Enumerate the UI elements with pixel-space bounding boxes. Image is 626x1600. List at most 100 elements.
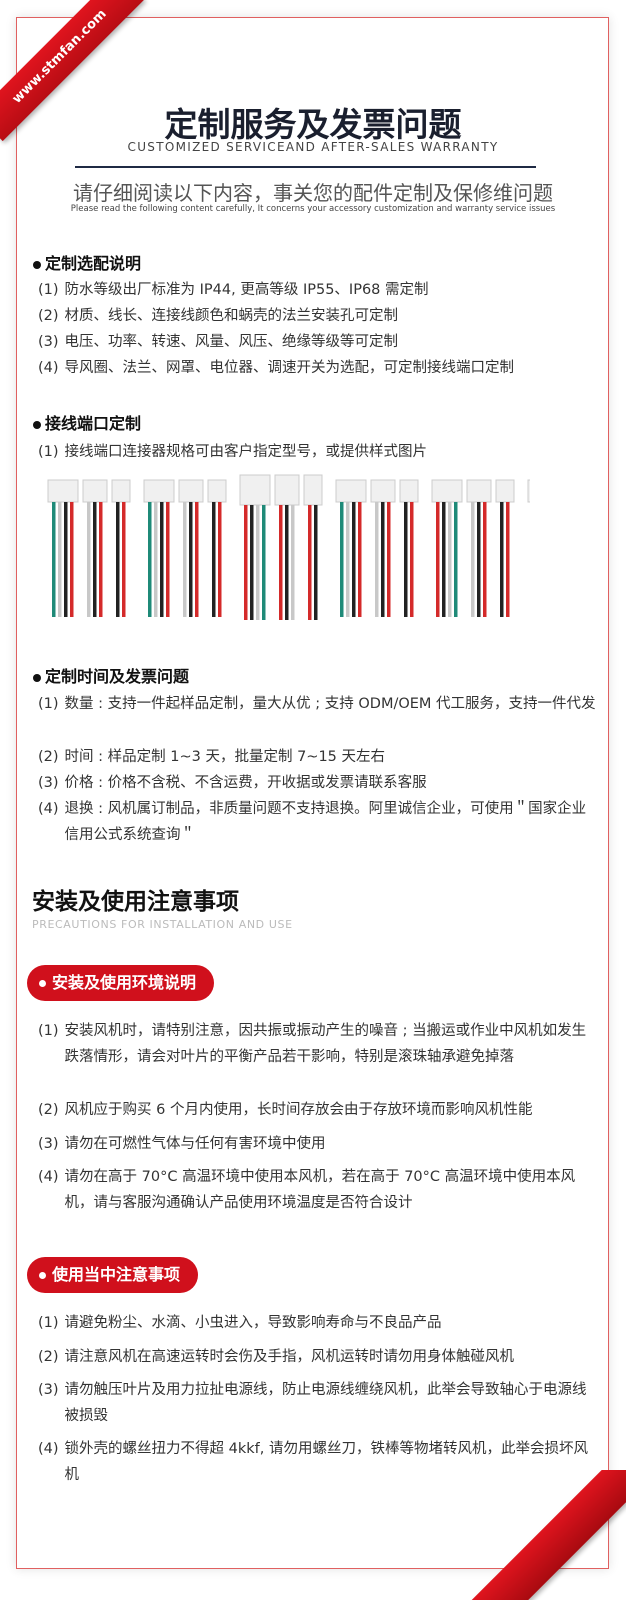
item-text: 退换 : 风机属订制品，非质量问题不支持退换。阿里诚信企业，可使用＂国家企业信用… [64, 801, 587, 843]
page-title: 定制服务及发票问题 [164, 105, 462, 144]
connector-housing [239, 474, 271, 506]
wire [52, 502, 56, 617]
precautions-subtitle: PRECAUTIONS FOR INSTALLATION AND USE [32, 918, 293, 931]
connector-housing [47, 479, 79, 503]
section-heading: 接线端口定制 [33, 410, 141, 434]
list-item: (4) 导风圈、法兰、网罩、电位器、调速开关为选配，可定制接线端口定制 [38, 355, 598, 381]
wire [58, 502, 62, 617]
wire [189, 502, 193, 617]
wire [285, 505, 289, 620]
wire [218, 502, 222, 617]
item-text: 接线端口连接器规格可由客户指定型号，或提供样式图片 [64, 444, 428, 460]
item-text: 请注意风机在高速运转时会伤及手指，风机运转时请勿用身体触碰风机 [64, 1349, 515, 1365]
item-text: 请勿在可燃性气体与任何有害环境中使用 [64, 1136, 326, 1152]
wire [250, 505, 254, 620]
connector-housing [178, 479, 204, 503]
wire [454, 502, 458, 617]
connector-housing [399, 479, 419, 503]
wire [387, 502, 391, 617]
item-number: (1) [38, 696, 59, 712]
wire [160, 502, 164, 617]
connector-housing [370, 479, 396, 503]
item-number: (2) [38, 1349, 59, 1365]
bullet-icon [33, 420, 41, 429]
section-heading-text: 接线端口定制 [45, 414, 142, 433]
item-text: 安装风机时，请特别注意，因共振或振动产生的噪音 ; 当搬运或作业中风机如发生跌落… [64, 1023, 587, 1065]
wire [308, 505, 312, 620]
wire [471, 502, 475, 617]
wire [477, 502, 481, 617]
divider [75, 166, 536, 168]
connector-samples-image [47, 474, 530, 620]
item-text: 时间 : 样品定制 1~3 天，批量定制 7~15 天左右 [64, 749, 386, 765]
wire [404, 502, 408, 617]
item-text: 导风圈、法兰、网罩、电位器、调速开关为选配，可定制接线端口定制 [64, 360, 515, 376]
bullet-icon [39, 1272, 46, 1279]
bullet-icon [33, 260, 41, 269]
item-number: (3) [38, 775, 59, 791]
item-text: 请勿触压叶片及用力拉扯电源线，防止电源线缠绕风机，此举会导致轴心于电源线被损毁 [64, 1382, 587, 1424]
list-item: (3) 电压、功率、转速、风量、风压、绝缘等级等可定制 [38, 329, 598, 355]
list-item: (4) 请勿在高于 70°C 高温环境中使用本风机，若在高于 70°C 高温环境中… [38, 1164, 598, 1216]
connector-housing [335, 479, 367, 503]
section-heading: 定制选配说明 [33, 250, 141, 274]
item-number: (4) [38, 360, 59, 376]
item-number: (4) [38, 801, 59, 817]
item-number: (4) [38, 1169, 59, 1185]
connector-housing [111, 479, 131, 503]
bullet-icon [33, 673, 41, 682]
wire [154, 502, 158, 617]
item-text: 电压、功率、转速、风量、风压、绝缘等级等可定制 [64, 334, 399, 350]
item-text: 数量 : 支持一件起样品定制，量大从优 ; 支持 ODM/OEM 代工服务，支持… [64, 696, 596, 712]
list-item: (2) 时间 : 样品定制 1~3 天，批量定制 7~15 天左右 [38, 744, 598, 770]
wire [352, 502, 356, 617]
connector-housing [143, 479, 175, 503]
list-item: (1) 接线端口连接器规格可由客户指定型号，或提供样式图片 [38, 439, 598, 465]
item-text: 请避免粉尘、水滴、小虫进入，导致影响寿命与不良品产品 [64, 1315, 442, 1331]
notice-en: Please read the following content carefu… [70, 204, 556, 214]
connector-housing [274, 474, 300, 506]
bullet-icon [39, 980, 46, 987]
wire [262, 505, 266, 620]
connector-housing [495, 479, 515, 503]
item-number: (3) [38, 334, 59, 350]
wire [195, 502, 199, 617]
wire [212, 502, 216, 617]
corner-ribbon-bottom [470, 1470, 626, 1600]
item-number: (2) [38, 308, 59, 324]
item-number: (1) [38, 444, 59, 460]
list-item: (1) 数量 : 支持一件起样品定制，量大从优 ; 支持 ODM/OEM 代工服务… [38, 691, 598, 717]
wire [279, 505, 283, 620]
page-subtitle: CUSTOMIZED SERVICEAND AFTER-SALES WARRAN… [127, 140, 499, 154]
wire [256, 505, 260, 620]
item-number: (1) [38, 1315, 59, 1331]
list-item: (3) 价格 : 价格不含税、不含运费，开收据或发票请联系客服 [38, 770, 598, 796]
connector-housing [527, 479, 530, 503]
precautions-title: 安装及使用注意事项 [32, 889, 239, 915]
notice-cn: 请仔细阅读以下内容，事关您的配件定制及保修维问题 [73, 181, 553, 205]
group-label-pill: 使用当中注意事项 [27, 1257, 199, 1293]
wire [116, 502, 120, 617]
wire [340, 502, 344, 617]
list-item: (2) 风机应于购买 6 个月内使用，长时间存放会由于存放环境而影响风机性能 [38, 1097, 598, 1123]
wire [358, 502, 362, 617]
item-number: (3) [38, 1136, 59, 1152]
item-text: 请勿在高于 70°C 高温环境中使用本风机，若在高于 70°C 高温环境中使用本… [64, 1169, 576, 1211]
list-item: (3) 请勿在可燃性气体与任何有害环境中使用 [38, 1131, 598, 1157]
wire [436, 502, 440, 617]
item-text: 锁外壳的螺丝扭力不得超 4kkf, 请勿用螺丝刀，铁棒等物堵转风机，此举会损坏风… [64, 1441, 588, 1483]
wire [87, 502, 91, 617]
list-item: (1) 安装风机时，请特别注意，因共振或振动产生的噪音 ; 当搬运或作业中风机如发… [38, 1018, 598, 1070]
list-item: (4) 锁外壳的螺丝扭力不得超 4kkf, 请勿用螺丝刀，铁棒等物堵转风机，此举会… [38, 1436, 598, 1488]
wire [99, 502, 103, 617]
section-heading-text: 定制选配说明 [45, 254, 142, 273]
item-number: (2) [38, 749, 59, 765]
wire [500, 502, 504, 617]
wire [410, 502, 414, 617]
connector-housing [466, 479, 492, 503]
wire [93, 502, 97, 617]
wire [244, 505, 248, 620]
list-item: (3) 请勿触压叶片及用力拉扯电源线，防止电源线缠绕风机，此举会导致轴心于电源线被… [38, 1377, 598, 1429]
group-label-text: 使用当中注意事项 [52, 1265, 181, 1284]
wire [122, 502, 126, 617]
